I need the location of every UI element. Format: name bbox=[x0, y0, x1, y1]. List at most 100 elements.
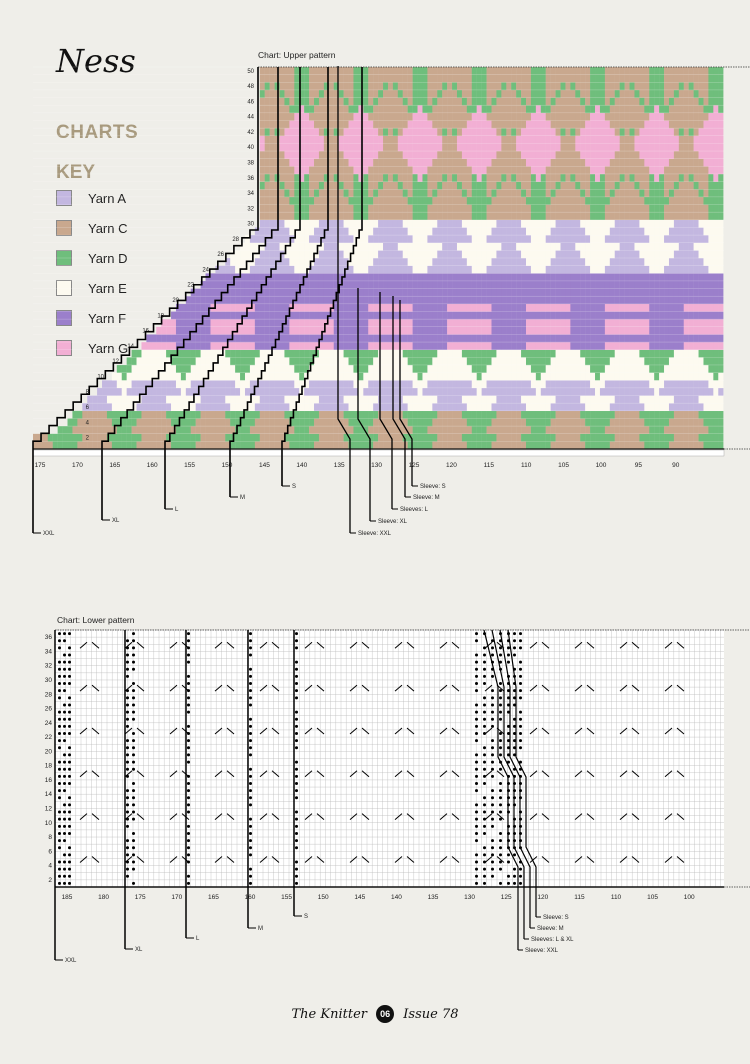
stitch-cell bbox=[718, 395, 724, 404]
stitch-cell bbox=[664, 364, 670, 373]
stitch-cell bbox=[402, 380, 408, 389]
stitch-cell bbox=[668, 380, 675, 389]
stitch-cell bbox=[654, 288, 660, 297]
stitch-cell bbox=[427, 151, 433, 159]
stitch-cell bbox=[476, 319, 482, 327]
stitch-cell bbox=[225, 387, 231, 396]
stitch-cell bbox=[639, 403, 645, 411]
stitch-cell bbox=[343, 173, 349, 182]
stitch-cell bbox=[299, 265, 305, 274]
stitch-cell bbox=[673, 364, 680, 373]
stitch-cell bbox=[304, 288, 310, 297]
stitch-cell bbox=[289, 441, 295, 450]
stitch-cell bbox=[244, 380, 251, 389]
stitch-cell bbox=[659, 97, 665, 106]
stitch-cell bbox=[190, 311, 196, 320]
stitch-cell bbox=[491, 395, 497, 404]
stitch-cell bbox=[599, 105, 606, 114]
stitch-cell bbox=[491, 387, 497, 396]
stitch-cell bbox=[442, 342, 448, 350]
stitch-cell bbox=[442, 280, 448, 289]
stitch-cell bbox=[309, 410, 315, 419]
stitch-cell bbox=[299, 319, 305, 327]
stitch-cell bbox=[555, 219, 561, 228]
stitch-cell bbox=[535, 143, 541, 152]
stitch-cell bbox=[358, 97, 364, 106]
stitch-cell bbox=[703, 235, 709, 243]
stitch-cell bbox=[530, 311, 537, 320]
stitch-cell bbox=[673, 212, 680, 220]
stitch-cell bbox=[353, 212, 359, 220]
stitch-cell bbox=[328, 364, 334, 373]
stitch-cell bbox=[146, 364, 152, 373]
stitch-cell bbox=[624, 242, 630, 251]
stitch-cell bbox=[323, 173, 329, 182]
stitch-cell bbox=[688, 212, 694, 220]
stitch-cell bbox=[387, 135, 394, 144]
stitch-cell bbox=[353, 189, 359, 198]
stitch-cell bbox=[609, 387, 615, 396]
stitch-cell bbox=[387, 273, 394, 282]
stitch-cell bbox=[471, 265, 477, 274]
stitch-cell bbox=[304, 357, 310, 366]
stitch-cell bbox=[422, 288, 428, 297]
stitch-cell bbox=[387, 196, 394, 205]
stitch-cell bbox=[491, 227, 497, 236]
stitch-cell bbox=[383, 120, 389, 129]
stitch-cell bbox=[555, 166, 561, 175]
stitch-cell bbox=[644, 288, 650, 297]
stitch-cell bbox=[659, 120, 665, 129]
stitch-cell bbox=[516, 173, 522, 182]
stitch-cell bbox=[126, 418, 132, 427]
stitch-cell bbox=[407, 105, 413, 114]
stitch-cell bbox=[471, 288, 477, 297]
stitch-cell bbox=[471, 143, 477, 152]
stitch-cell bbox=[521, 280, 527, 289]
stitch-cell bbox=[595, 143, 601, 152]
stitch-cell bbox=[585, 173, 591, 182]
stitch-cell bbox=[604, 288, 611, 297]
stitch-cell bbox=[279, 387, 285, 396]
stitch-cell bbox=[590, 418, 596, 427]
stitch-cell bbox=[309, 357, 315, 366]
stitch-cell bbox=[516, 410, 522, 419]
stitch-cell bbox=[447, 296, 453, 305]
stitch-cell bbox=[269, 112, 275, 121]
stitch-cell bbox=[634, 227, 640, 236]
stitch-cell bbox=[274, 120, 280, 129]
stitch-cell bbox=[358, 112, 364, 121]
stitch-cell bbox=[526, 196, 532, 205]
stitch-cell bbox=[264, 303, 270, 312]
stitch-cell bbox=[673, 204, 680, 213]
stitch-cell bbox=[565, 326, 571, 335]
stitch-cell bbox=[713, 303, 719, 312]
stitch-cell bbox=[540, 181, 546, 190]
stitch-cell bbox=[629, 326, 635, 335]
stitch-cell bbox=[654, 426, 660, 434]
stitch-cell bbox=[476, 105, 482, 114]
stitch-cell bbox=[111, 372, 118, 381]
stitch-cell bbox=[314, 158, 320, 167]
stitch-cell bbox=[368, 166, 374, 175]
stitch-cell bbox=[358, 242, 364, 251]
stitch-cell bbox=[604, 204, 611, 213]
stitch-cell bbox=[501, 250, 507, 259]
stitch-cell bbox=[481, 349, 487, 358]
stitch-cell bbox=[664, 441, 670, 450]
stitch-cell bbox=[575, 395, 581, 404]
stitch-cell bbox=[353, 219, 359, 228]
stitch-cell bbox=[575, 189, 581, 198]
stitch-cell bbox=[284, 212, 290, 220]
stitch-cell bbox=[649, 403, 655, 411]
stitch-cell bbox=[402, 189, 408, 198]
stitch-cell bbox=[516, 326, 522, 335]
stitch-cell bbox=[373, 196, 379, 205]
stitch-cell bbox=[644, 166, 650, 175]
stitch-cell bbox=[318, 426, 325, 434]
stitch-cell bbox=[392, 97, 399, 106]
stitch-cell bbox=[412, 135, 418, 144]
stitch-cell bbox=[698, 395, 704, 404]
stitch-cell bbox=[501, 219, 507, 228]
stitch-cell bbox=[442, 219, 448, 228]
stitch-cell bbox=[402, 135, 408, 144]
